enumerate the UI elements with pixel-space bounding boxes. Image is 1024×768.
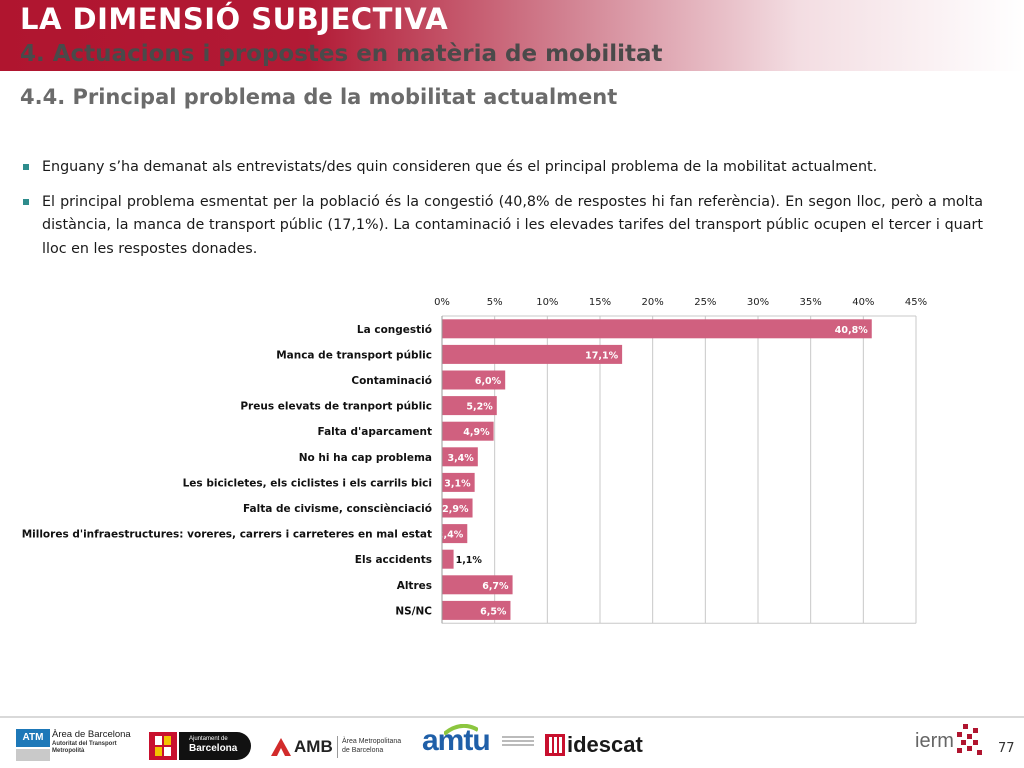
- data-label: 6,7%: [482, 581, 509, 592]
- data-label: 4,9%: [463, 427, 490, 438]
- bar: [442, 396, 497, 416]
- data-label: 2,4%: [437, 530, 464, 541]
- category-label: Contaminació: [351, 375, 432, 387]
- bar: [442, 472, 475, 492]
- category-label: No hi ha cap problema: [299, 452, 432, 464]
- ajuntament-shield-icon: [149, 732, 177, 760]
- bullet-text: Enguany s’ha demanat als entrevistats/de…: [42, 159, 878, 175]
- page-subtitle: 4. Actuacions i propostes en matèria de …: [20, 41, 663, 67]
- x-tick-label: 15%: [589, 297, 611, 308]
- idescat-logo: idescat: [545, 732, 649, 758]
- atm-logo-line: Autoritat del Transport: [52, 741, 117, 747]
- x-tick-label: 5%: [487, 297, 503, 308]
- data-label: 2,9%: [442, 504, 469, 515]
- category-label: Millores d'infraestructures: voreres, ca…: [22, 529, 432, 541]
- bar: [442, 600, 511, 620]
- data-label: 6,5%: [480, 606, 507, 617]
- atm-logo-line: Metropolità: [52, 748, 85, 754]
- ajuntament-logo-line: Ajuntament de: [189, 736, 228, 742]
- amtu-logo-text: amtu: [422, 724, 491, 757]
- category-label: Manca de transport públic: [276, 349, 432, 361]
- amtu-small-text: [502, 734, 534, 750]
- bar: [442, 370, 506, 390]
- category-label: Falta de civisme, consciènciació: [243, 503, 432, 515]
- data-label: 1,1%: [456, 555, 483, 566]
- ajuntament-logo-line: Barcelona: [189, 743, 238, 754]
- bar: [442, 524, 468, 544]
- bar: [442, 575, 513, 595]
- category-label: Altres: [397, 580, 432, 592]
- ierm-logo-text: ierm: [915, 730, 954, 752]
- bullet-text: El principal problema esmentat per la po…: [42, 193, 983, 257]
- header-banner: LA DIMENSIÓ SUBJECTIVA 4. Actuacions i p…: [0, 0, 1024, 71]
- data-label: 3,1%: [444, 478, 471, 489]
- bar-chart: 0% 5% 10% 15% 20% 25% 30% 35% 40% 45% La congestió…: [22, 297, 927, 624]
- x-tick-label: 35%: [800, 297, 822, 308]
- x-tick-label: 25%: [694, 297, 716, 308]
- category-label: Les bicicletes, els ciclistes i els carr…: [183, 477, 432, 489]
- x-tick-label: 10%: [536, 297, 558, 308]
- bullet-item: Enguany s’ha demanat als entrevistats/de…: [20, 156, 983, 180]
- data-label: 40,8%: [835, 325, 868, 336]
- amtu-swoosh-icon: [444, 724, 478, 736]
- section-title: 4.4. Principal problema de la mobilitat …: [20, 85, 618, 109]
- ajuntament-logo: Ajuntament de Barcelona: [149, 732, 251, 760]
- idescat-logo-text: idescat: [567, 732, 643, 757]
- amb-logo-line: Àrea Metropolitana: [342, 738, 402, 745]
- x-tick-label: 30%: [747, 297, 769, 308]
- bar: [442, 447, 478, 467]
- bullet-item: El principal problema esmentat per la po…: [20, 191, 983, 262]
- atm-logo: ATM Àrea de Barcelona Autoritat del Tran…: [16, 729, 131, 761]
- category-label: Preus elevats de tranport públic: [240, 401, 432, 413]
- bar: [442, 319, 872, 339]
- amb-logo-text: AMB: [294, 737, 333, 756]
- x-tick-label: 20%: [642, 297, 664, 308]
- data-label: 3,4%: [447, 453, 474, 464]
- bullet-list: Enguany s’ha demanat als entrevistats/de…: [20, 156, 983, 272]
- data-label: 5,2%: [466, 402, 493, 413]
- x-tick-label: 40%: [852, 297, 874, 308]
- amb-logo: AMB Àrea Metropolitana de Barcelona: [271, 734, 401, 760]
- footer: ATM Àrea de Barcelona Autoritat del Tran…: [0, 718, 1024, 768]
- atm-logo-mark: ATM: [16, 729, 50, 747]
- page-number: 77: [998, 741, 1015, 756]
- ierm-logo: ierm: [915, 724, 985, 758]
- data-label: 6,0%: [475, 376, 502, 387]
- category-label: Els accidents: [355, 554, 432, 566]
- page-title: LA DIMENSIÓ SUBJECTIVA: [20, 2, 449, 36]
- idescat-mark-icon: [545, 734, 565, 756]
- category-label: NS/NC: [395, 605, 432, 617]
- x-tick-label: 0%: [434, 297, 450, 308]
- bar: [442, 549, 454, 569]
- amb-logo-line: de Barcelona: [342, 747, 384, 754]
- bar: [442, 498, 473, 518]
- shield-icon: [155, 736, 171, 756]
- amb-triangle-icon: [271, 738, 291, 756]
- category-label: Falta d'aparcament: [318, 426, 432, 438]
- category-label: La congestió: [357, 324, 432, 336]
- bullet-marker-icon: [23, 198, 29, 205]
- footer-divider: [0, 716, 1024, 718]
- atm-logo-line: Àrea de Barcelona: [52, 729, 131, 740]
- data-label: 17,1%: [585, 350, 618, 361]
- bullet-marker-icon: [23, 164, 29, 170]
- amtu-logo: amtu: [422, 724, 538, 762]
- bar: [442, 421, 494, 441]
- bar: [442, 344, 623, 364]
- atm-logo-bar: [16, 749, 50, 761]
- x-tick-label: 45%: [905, 297, 927, 308]
- ierm-pixel-icon: [957, 724, 982, 755]
